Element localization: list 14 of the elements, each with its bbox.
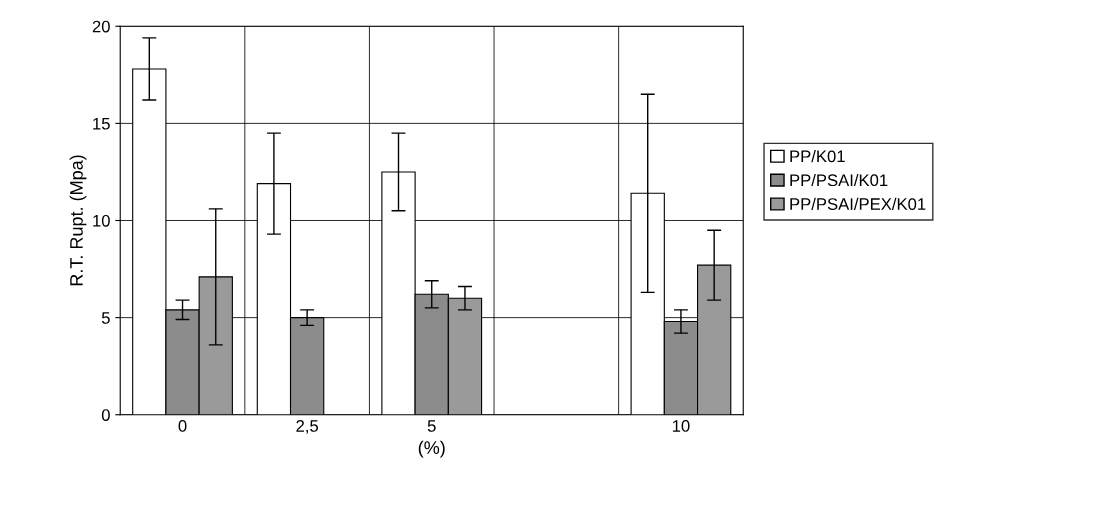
x-tick-label: 5 [427,420,436,432]
x-tick-label: 10 [672,420,690,432]
x-axis-title: (%) [418,440,445,458]
x-tick-label: 0 [178,420,187,432]
y-tick-label: 10 [93,214,110,227]
x-tick-label: 2,5 [296,420,319,434]
y-tick-label: 5 [101,312,110,324]
legend-label: PP/K01 [790,150,845,163]
y-axis-title: R.T. Rupt. (Mpa) [69,155,87,286]
y-tick-label: 0 [101,409,110,421]
legend-label: PP/PSAI/K01 [790,173,888,187]
y-tick-label: 20 [92,20,110,33]
y-tick-label: 15 [93,117,110,130]
legend-label: PP/PSAI/PEX/K01 [790,197,926,210]
